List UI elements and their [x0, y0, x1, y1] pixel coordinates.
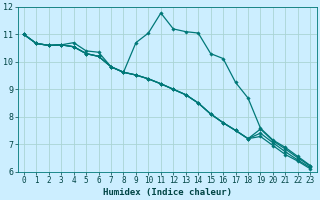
X-axis label: Humidex (Indice chaleur): Humidex (Indice chaleur)	[103, 188, 232, 197]
